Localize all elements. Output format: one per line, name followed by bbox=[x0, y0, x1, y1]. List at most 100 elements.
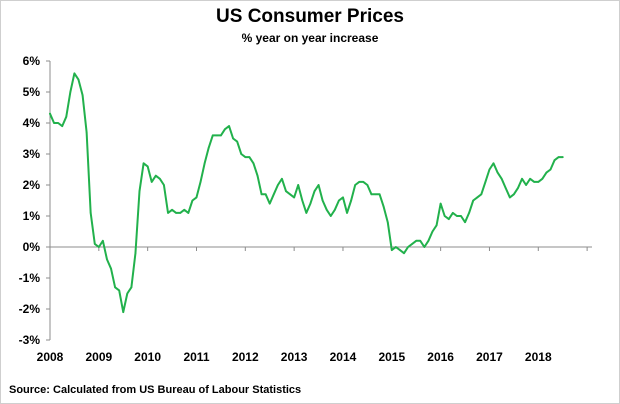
data-point bbox=[492, 162, 495, 165]
data-point bbox=[150, 181, 153, 183]
data-point bbox=[155, 174, 157, 177]
data-point bbox=[285, 190, 287, 192]
data-point bbox=[106, 258, 108, 261]
data-point bbox=[309, 202, 312, 205]
source-note: Source: Calculated from US Bureau of Lab… bbox=[9, 384, 302, 396]
data-point bbox=[277, 184, 279, 186]
data-point bbox=[557, 156, 560, 158]
data-point bbox=[329, 215, 332, 217]
x-axis: 2008 2009 2010 2011 2012 2013 2014 2015 2016 2017… bbox=[37, 246, 592, 364]
data-point bbox=[525, 184, 527, 186]
data-point bbox=[146, 165, 149, 168]
data-point bbox=[65, 116, 68, 118]
y-tick-label: 2% bbox=[23, 178, 41, 192]
data-point bbox=[500, 178, 503, 180]
data-point bbox=[256, 174, 259, 177]
data-point bbox=[126, 292, 129, 295]
data-point bbox=[403, 252, 405, 254]
data-point bbox=[179, 212, 182, 214]
data-point bbox=[513, 193, 515, 196]
data-point bbox=[354, 184, 356, 186]
data-point bbox=[77, 78, 80, 81]
data-point bbox=[317, 184, 320, 186]
data-point bbox=[427, 240, 430, 242]
data-point bbox=[187, 212, 190, 214]
data-point bbox=[366, 184, 369, 186]
data-point bbox=[203, 162, 206, 165]
data-point bbox=[334, 209, 336, 211]
data-point bbox=[464, 221, 466, 223]
data-point bbox=[244, 156, 247, 158]
data-point bbox=[93, 243, 96, 245]
x-tick-label: 2015 bbox=[378, 350, 405, 364]
data-point bbox=[549, 168, 552, 171]
data-point bbox=[134, 252, 137, 254]
data-point bbox=[378, 193, 381, 196]
data-point bbox=[346, 212, 348, 214]
data-point bbox=[49, 112, 51, 115]
data-point bbox=[386, 221, 389, 223]
data-point bbox=[313, 190, 316, 192]
data-point bbox=[236, 140, 238, 143]
data-point bbox=[57, 122, 59, 124]
y-tick-label: 4% bbox=[23, 116, 41, 130]
data-point bbox=[517, 187, 519, 189]
data-point bbox=[537, 181, 540, 183]
data-point bbox=[122, 311, 125, 313]
data-point bbox=[423, 246, 426, 248]
data-point bbox=[268, 202, 271, 205]
data-point bbox=[207, 147, 210, 149]
data-point bbox=[435, 224, 438, 227]
data-point bbox=[419, 240, 422, 242]
data-point bbox=[382, 205, 385, 208]
data-point bbox=[297, 184, 300, 186]
data-point bbox=[399, 249, 401, 251]
data-point bbox=[252, 162, 255, 165]
data-point bbox=[61, 125, 64, 127]
x-tick-label: 2016 bbox=[427, 350, 454, 364]
data-point bbox=[370, 193, 373, 196]
data-point bbox=[293, 196, 295, 199]
x-tick-label: 2012 bbox=[232, 350, 259, 364]
y-axis: 6% 5% 4% 3% 2% 1% 0% -1% -2% -3% bbox=[19, 54, 51, 347]
y-tick-label: -3% bbox=[19, 333, 41, 347]
data-point bbox=[264, 193, 267, 196]
data-point bbox=[443, 215, 446, 217]
data-point bbox=[224, 128, 226, 130]
data-point bbox=[53, 122, 55, 124]
data-point bbox=[281, 178, 283, 180]
data-point bbox=[110, 267, 112, 270]
data-point bbox=[395, 246, 397, 248]
data-point bbox=[248, 156, 251, 158]
data-point bbox=[191, 199, 194, 202]
data-point bbox=[159, 178, 161, 180]
x-tick-label: 2011 bbox=[183, 350, 209, 364]
data-point bbox=[85, 131, 88, 134]
data-point bbox=[167, 212, 169, 214]
data-point bbox=[305, 212, 308, 214]
y-tick-label: 1% bbox=[23, 209, 41, 223]
data-point bbox=[509, 196, 511, 199]
y-tick-label: 0% bbox=[23, 240, 41, 254]
y-tick-label: -1% bbox=[19, 271, 41, 285]
data-point bbox=[98, 246, 100, 248]
data-point bbox=[138, 190, 141, 192]
data-point bbox=[130, 286, 133, 289]
data-point bbox=[163, 184, 165, 186]
x-tick-label: 2017 bbox=[476, 350, 503, 364]
y-tick-label: -2% bbox=[19, 302, 41, 316]
data-point bbox=[439, 202, 442, 205]
data-point bbox=[183, 209, 186, 211]
x-tick-label: 2018 bbox=[525, 350, 552, 364]
y-tick-label: 6% bbox=[23, 54, 41, 68]
data-point bbox=[89, 212, 92, 214]
data-point bbox=[553, 159, 556, 161]
data-point bbox=[232, 137, 234, 140]
data-point bbox=[199, 181, 202, 183]
data-point bbox=[325, 209, 328, 211]
data-point bbox=[272, 193, 275, 196]
data-point bbox=[431, 230, 434, 233]
data-point bbox=[338, 199, 340, 202]
data-point bbox=[415, 240, 418, 242]
